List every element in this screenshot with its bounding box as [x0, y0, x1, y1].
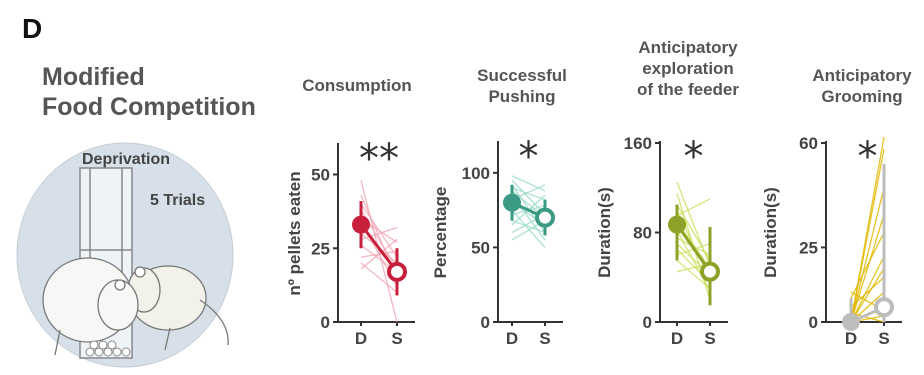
- individual-line: [850, 187, 885, 323]
- individual-line: [511, 209, 546, 248]
- x-category-label: D: [506, 329, 518, 348]
- y-tick-label: 0: [809, 313, 818, 332]
- y-tick-label: 100: [462, 164, 490, 183]
- y-axis-label: Duration(s): [761, 187, 780, 278]
- chart-title: Successful: [477, 66, 567, 85]
- chart-anticipatory-grooming: Anticipatory Grooming 0 25 60 Duration(s) D S *: [761, 66, 912, 348]
- individual-line: [511, 179, 546, 216]
- significance-marker: *: [858, 134, 878, 180]
- task-title-line1: Modified: [42, 63, 145, 91]
- chart-anticipatory-exploration: Anticipatory exploration of the feeder 0 80 1…: [595, 38, 739, 348]
- chart-title: exploration: [642, 59, 734, 78]
- y-tick-label: 0: [481, 313, 490, 332]
- chart-title: Grooming: [821, 87, 902, 106]
- individual-line: [676, 198, 711, 217]
- mean-point-s: [387, 261, 407, 282]
- food-competition-illustration: Deprivation 5 Trials: [16, 142, 234, 368]
- chart-title: of the feeder: [637, 80, 739, 99]
- y-axis-label: nº pellets eaten: [285, 171, 304, 295]
- individual-line: [850, 312, 885, 323]
- chart-title: Anticipatory: [638, 38, 738, 57]
- x-category-label: S: [539, 329, 550, 348]
- individual-line: [360, 180, 398, 323]
- individual-line: [850, 256, 885, 323]
- individual-line: [850, 214, 885, 323]
- mean-point-d: [503, 193, 521, 212]
- deprivation-label: Deprivation: [82, 151, 170, 168]
- individual-line: [676, 204, 711, 261]
- significance-marker: *: [684, 134, 704, 180]
- chart-title: Pushing: [488, 87, 555, 106]
- panel-letter: D: [22, 13, 42, 44]
- significance-marker: *: [519, 134, 539, 180]
- y-tick-label: 60: [799, 134, 818, 153]
- y-tick-label: 50: [471, 238, 490, 257]
- x-category-label: D: [355, 329, 367, 348]
- trials-label: 5 Trials: [150, 192, 205, 209]
- task-title-line2: Food Competition: [42, 93, 256, 121]
- chart-title: Consumption: [302, 76, 412, 95]
- x-category-label: S: [878, 329, 889, 348]
- y-tick-label: 0: [643, 313, 652, 332]
- individual-line: [360, 238, 398, 270]
- y-tick-label: 50: [311, 166, 330, 185]
- individual-line: [676, 259, 711, 289]
- individual-line: [850, 232, 885, 299]
- significance-marker: **: [359, 136, 399, 182]
- rat-left-icon: [42, 257, 139, 356]
- rat-right-icon: [127, 265, 229, 351]
- chart-title: Anticipatory: [812, 66, 912, 85]
- individual-line: [511, 187, 546, 201]
- mean-point-d: [842, 313, 860, 331]
- x-category-label: S: [704, 329, 715, 348]
- y-tick-label: 160: [624, 134, 652, 153]
- individual-line: [850, 267, 885, 323]
- y-tick-label: 0: [321, 313, 330, 332]
- mean-point-d: [668, 215, 686, 234]
- y-tick-label: 25: [311, 239, 330, 258]
- chart-consumption: Consumption 0 25 50 nº pellets eaten D S **: [285, 76, 415, 348]
- individual-line: [360, 226, 398, 241]
- mean-point-s: [535, 207, 555, 228]
- mean-point-s: [700, 261, 720, 282]
- individual-line: [850, 276, 885, 308]
- individual-line: [850, 148, 885, 323]
- individual-line: [360, 262, 398, 294]
- individual-line: [511, 175, 546, 192]
- x-category-label: D: [671, 329, 683, 348]
- pellets-icon: [85, 340, 131, 357]
- y-axis-label: Duration(s): [595, 187, 614, 278]
- mean-point-d: [352, 215, 370, 234]
- x-category-label: D: [845, 329, 857, 348]
- x-category-label: S: [391, 329, 402, 348]
- individual-line: [511, 219, 546, 234]
- mean-point-s: [874, 297, 894, 318]
- y-tick-label: 25: [799, 238, 818, 257]
- chart-successful-pushing: Successful Pushing 0 50 100 Percentage D S *: [431, 66, 567, 348]
- y-tick-label: 80: [633, 224, 652, 243]
- y-axis-label: Percentage: [431, 187, 450, 279]
